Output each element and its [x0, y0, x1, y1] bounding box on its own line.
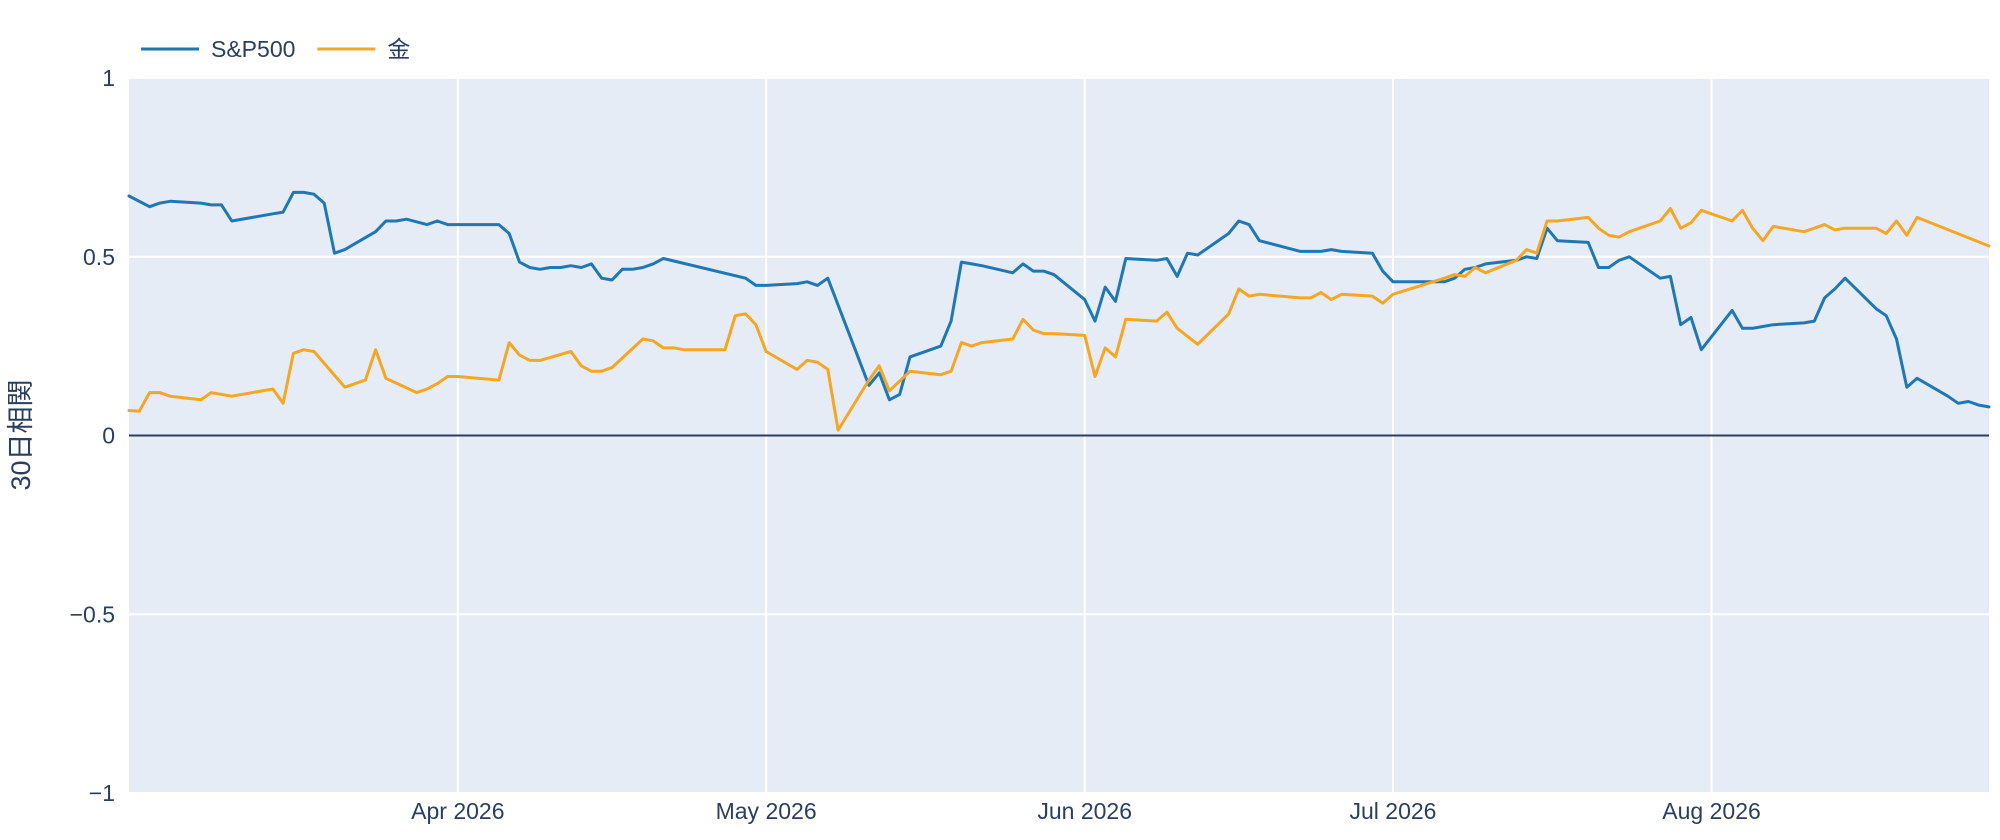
x-tick-label: Jun 2026 — [1037, 798, 1132, 824]
y-gridlines — [129, 77, 1989, 794]
legend-label: 金 — [387, 36, 410, 62]
y-tick-labels: 1 0.5 0 −0.5 −1 — [70, 65, 115, 806]
series-lines — [127, 190, 1991, 432]
series-line-gold — [127, 207, 1991, 432]
series-line-sp500 — [127, 190, 1991, 409]
legend: S&P500 金 — [141, 36, 410, 62]
y-tick-label: 0 — [102, 423, 115, 449]
x-tick-label: Aug 2026 — [1662, 798, 1760, 824]
x-tick-label: May 2026 — [716, 798, 817, 824]
legend-label: S&P500 — [211, 36, 295, 62]
x-tick-label: Jul 2026 — [1349, 798, 1436, 824]
y-tick-label: 1 — [102, 65, 115, 91]
y-axis-title: 30日相関 — [6, 379, 36, 490]
y-tick-label: −1 — [89, 780, 115, 806]
y-tick-label: −0.5 — [70, 601, 115, 627]
y-tick-label: 0.5 — [83, 244, 115, 270]
x-tick-labels: Apr 2026 May 2026 Jun 2026 Jul 2026 Aug 2026 — [411, 798, 1761, 824]
x-tick-label: Apr 2026 — [411, 798, 504, 824]
legend-item-gold[interactable]: 金 — [317, 36, 410, 62]
legend-item-sp500[interactable]: S&P500 — [141, 36, 295, 62]
